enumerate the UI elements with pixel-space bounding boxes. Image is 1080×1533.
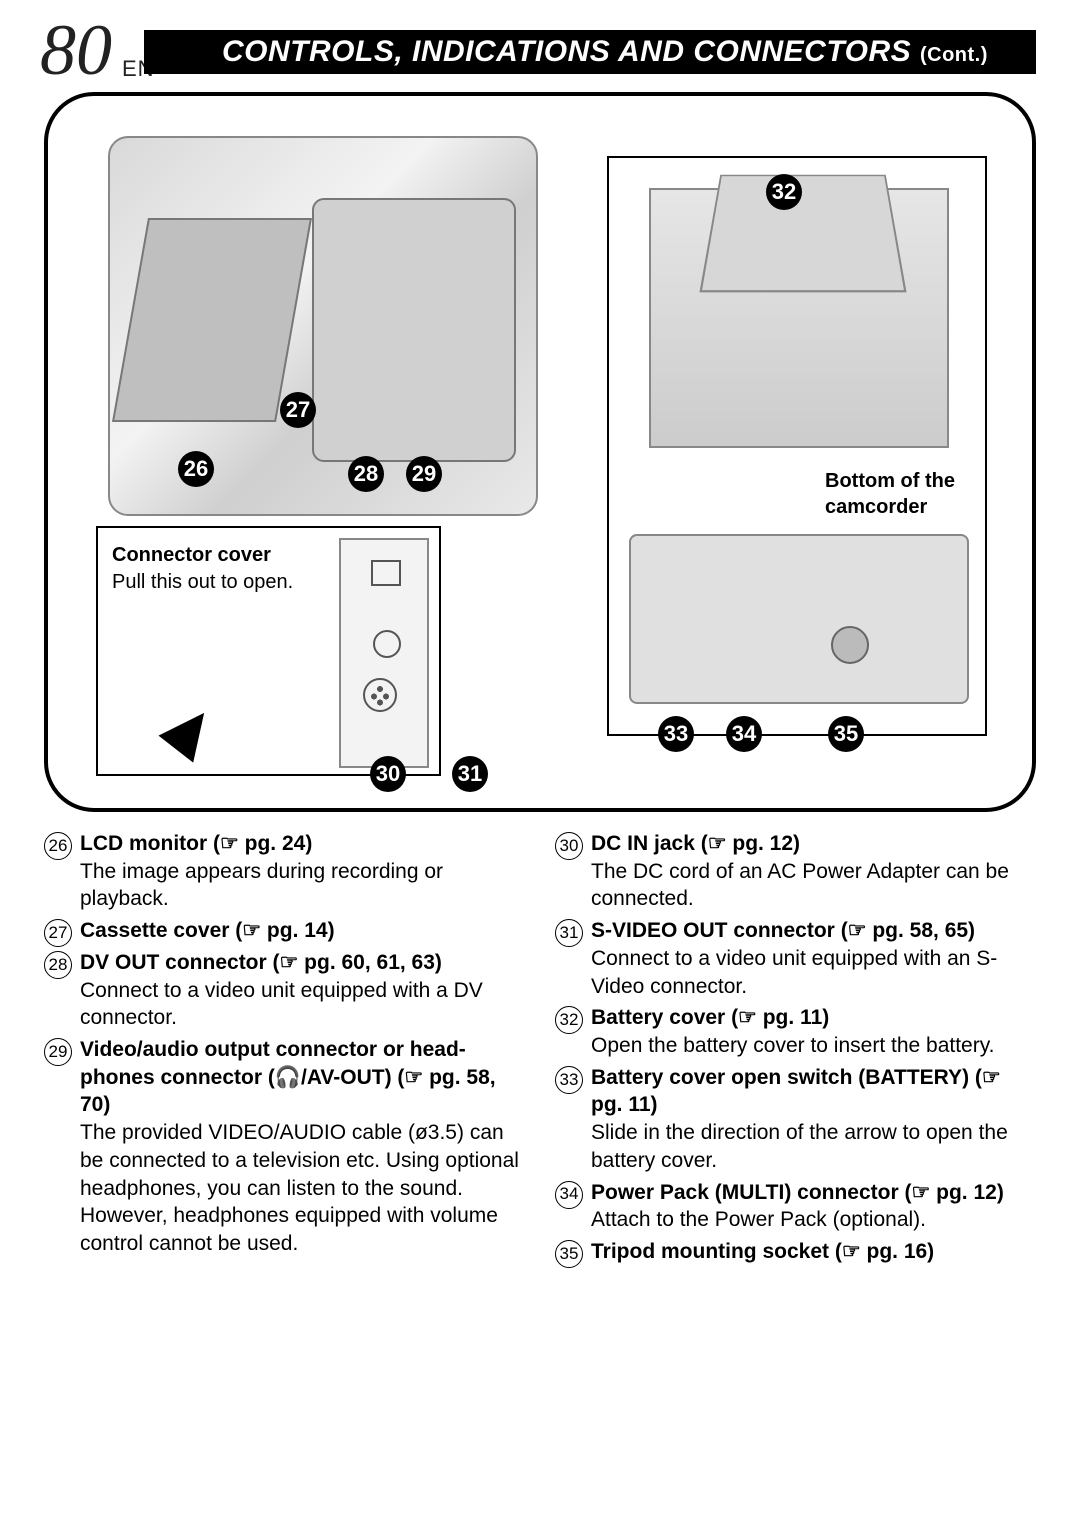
bottom-label-line2: camcorder — [825, 496, 927, 518]
item-28: 28 DV OUT connector (☞ pg. 60, 61, 63) C… — [44, 949, 525, 1032]
item-num-31: 31 — [555, 919, 583, 947]
item-body-28: Connect to a video unit equipped with a … — [80, 979, 483, 1030]
item-body-32: Open the battery cover to insert the bat… — [591, 1034, 995, 1057]
callout-34: 34 — [726, 716, 762, 752]
callout-29: 29 — [406, 456, 442, 492]
item-33: 33 Battery cover open switch (BATTERY) (… — [555, 1064, 1036, 1175]
header-title: CONTROLS, INDICATIONS AND CONNECTORS (Co… — [144, 35, 988, 68]
connector-cover-text: Connector cover Pull this out to open. — [112, 542, 322, 596]
item-title-28: DV OUT connector (☞ pg. 60, 61, 63) — [80, 951, 442, 974]
item-num-27: 27 — [44, 919, 72, 947]
callout-32: 32 — [766, 174, 802, 210]
callout-31: 31 — [452, 756, 488, 792]
header-bar: CONTROLS, INDICATIONS AND CONNECTORS (Co… — [144, 30, 1036, 74]
item-num-33: 33 — [555, 1066, 583, 1094]
header-cont: (Cont.) — [920, 44, 988, 66]
item-num-35: 35 — [555, 1240, 583, 1268]
item-32: 32 Battery cover (☞ pg. 11) Open the bat… — [555, 1004, 1036, 1059]
right-column: 30 DC IN jack (☞ pg. 12) The DC cord of … — [555, 830, 1036, 1270]
item-num-28: 28 — [44, 951, 72, 979]
item-30: 30 DC IN jack (☞ pg. 12) The DC cord of … — [555, 830, 1036, 913]
header-title-text: CONTROLS, INDICATIONS AND CONNECTORS — [222, 35, 911, 68]
item-body-33: Slide in the direction of the arrow to o… — [591, 1121, 1008, 1172]
bottom-illustration-bot — [629, 534, 969, 704]
item-title-29: Video/audio output connector or head-pho… — [80, 1038, 496, 1116]
description-columns: 26 LCD monitor (☞ pg. 24) The image appe… — [44, 830, 1036, 1270]
item-body-31: Connect to a video unit equipped with an… — [591, 947, 997, 998]
item-title-26: LCD monitor (☞ pg. 24) — [80, 832, 312, 855]
callout-35: 35 — [828, 716, 864, 752]
callout-27: 27 — [280, 392, 316, 428]
left-column: 26 LCD monitor (☞ pg. 24) The image appe… — [44, 830, 525, 1270]
page-number: 80 — [40, 14, 112, 86]
callout-30: 30 — [370, 756, 406, 792]
callout-33: 33 — [658, 716, 694, 752]
item-num-26: 26 — [44, 832, 72, 860]
open-arrow-icon — [159, 699, 222, 762]
item-31: 31 S-VIDEO OUT connector (☞ pg. 58, 65) … — [555, 917, 1036, 1000]
item-title-27: Cassette cover (☞ pg. 14) — [80, 919, 335, 942]
item-body-30: The DC cord of an AC Power Adapter can b… — [591, 860, 1009, 911]
item-29: 29 Video/audio output connector or head-… — [44, 1036, 525, 1258]
callout-26: 26 — [178, 451, 214, 487]
connector-cover-body: Pull this out to open. — [112, 571, 293, 593]
item-34: 34 Power Pack (MULTI) connector (☞ pg. 1… — [555, 1179, 1036, 1234]
bottom-label: Bottom of the camcorder — [825, 468, 955, 520]
item-num-30: 30 — [555, 832, 583, 860]
item-27: 27 Cassette cover (☞ pg. 14) — [44, 917, 525, 945]
camcorder-illustration — [108, 136, 538, 516]
item-num-34: 34 — [555, 1181, 583, 1209]
bottom-view-box: Bottom of the camcorder — [607, 156, 987, 736]
connector-din-icon — [363, 678, 397, 712]
item-body-26: The image appears during recording or pl… — [80, 860, 443, 911]
bottom-illustration-top — [649, 188, 949, 448]
item-35: 35 Tripod mounting socket (☞ pg. 16) — [555, 1238, 1036, 1266]
connector-panel-illustration — [339, 538, 429, 768]
connector-cover-box: Connector cover Pull this out to open. — [96, 526, 441, 776]
item-title-35: Tripod mounting socket (☞ pg. 16) — [591, 1240, 934, 1263]
connector-cover-title: Connector cover — [112, 544, 271, 566]
item-26: 26 LCD monitor (☞ pg. 24) The image appe… — [44, 830, 525, 913]
item-title-32: Battery cover (☞ pg. 11) — [591, 1006, 829, 1029]
item-title-31: S-VIDEO OUT connector (☞ pg. 58, 65) — [591, 919, 975, 942]
item-title-30: DC IN jack (☞ pg. 12) — [591, 832, 800, 855]
bottom-label-line1: Bottom of the — [825, 470, 955, 492]
item-title-33: Battery cover open switch (BATTERY) (☞ p… — [591, 1066, 1001, 1117]
item-num-29: 29 — [44, 1038, 72, 1066]
item-body-29: The provided VIDEO/AUDIO cable (ø3.5) ca… — [80, 1121, 519, 1255]
callout-28: 28 — [348, 456, 384, 492]
item-title-34: Power Pack (MULTI) connector (☞ pg. 12) — [591, 1181, 1004, 1204]
diagram-frame: Bottom of the camcorder Connector cover … — [44, 92, 1036, 812]
item-body-34: Attach to the Power Pack (optional). — [591, 1208, 926, 1231]
item-num-32: 32 — [555, 1006, 583, 1034]
